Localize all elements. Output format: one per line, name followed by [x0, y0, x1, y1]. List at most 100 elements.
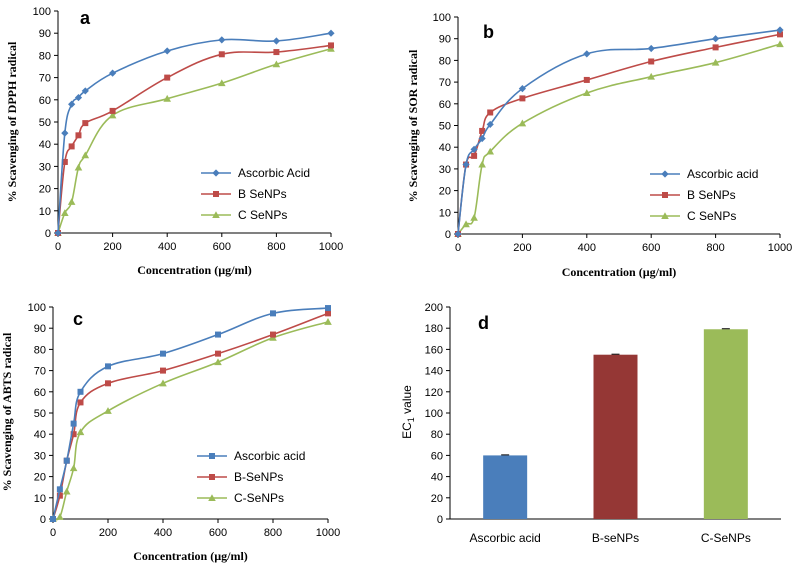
x-tick-label: C-SeNPs: [701, 531, 751, 545]
legend: Ascorbic Acid B SeNPs C SeNPs: [201, 166, 310, 222]
data-point: [777, 31, 783, 38]
data-point: [62, 487, 71, 495]
x-tick-label: 400: [154, 527, 172, 539]
y-tick-label: 30: [39, 161, 51, 173]
y-tick-label: 40: [439, 142, 451, 154]
data-point: [109, 69, 117, 77]
data-point: [77, 399, 84, 406]
y-tick-label: 20: [439, 186, 451, 198]
y-tick-label: 40: [39, 139, 51, 151]
x-tick-label: 1000: [768, 242, 792, 254]
series-ascorbic-acid: [50, 305, 331, 522]
series-ascorbic-acid: [54, 29, 335, 237]
data-point: [462, 220, 470, 228]
data-point: [711, 58, 720, 66]
data-point: [470, 213, 478, 221]
x-tick-label: 1000: [319, 241, 343, 253]
legend-label: Ascorbic acid: [234, 449, 305, 463]
series-line: [457, 29, 781, 235]
data-point: [583, 89, 591, 96]
data-point: [109, 107, 116, 114]
bar: [703, 329, 748, 519]
data-point: [215, 331, 221, 338]
chart-panel-d: 0 20 40 60 80 100 120 140 160 180 200 d EC1 value Asc…: [400, 302, 781, 545]
data-point: [519, 95, 526, 102]
data-point: [68, 100, 76, 108]
y-tick-label: 90: [34, 323, 46, 335]
data-point: [712, 44, 719, 51]
series-line: [457, 43, 781, 235]
legend-label: B SeNPs: [687, 188, 736, 202]
data-point: [214, 358, 222, 366]
x-tick-label: 400: [158, 241, 176, 253]
data-point: [518, 85, 526, 93]
y-axis-label: % Scavenging of DPPH radical: [5, 41, 19, 202]
data-point: [82, 120, 89, 127]
y-tick-label: 0: [45, 228, 51, 240]
data-point: [81, 87, 89, 95]
data-point: [479, 127, 486, 134]
legend-label: B-SeNPs: [234, 470, 283, 484]
data-point: [160, 350, 166, 357]
data-point: [470, 145, 478, 153]
y-tick-label: 80: [431, 429, 443, 441]
data-point: [105, 380, 111, 387]
x-tick-label: 200: [103, 241, 121, 253]
data-point: [61, 209, 69, 217]
x-tick-label: Ascorbic acid: [469, 531, 540, 545]
legend-label: C SeNPs: [238, 208, 287, 222]
data-point: [325, 305, 331, 312]
data-point: [471, 152, 478, 159]
panel-label: b: [483, 22, 494, 42]
y-tick-label: 40: [34, 429, 46, 441]
legend-label: C-SeNPs: [234, 491, 284, 505]
legend-label: C SeNPs: [687, 209, 736, 223]
data-point: [81, 151, 90, 159]
x-tick-label: B-seNPs: [592, 531, 639, 545]
x-tick-label: 600: [209, 527, 227, 539]
data-point: [108, 111, 117, 119]
series-b-senps: [50, 310, 331, 522]
x-tick-label: 800: [264, 527, 282, 539]
data-point: [647, 44, 655, 53]
y-tick-label: 60: [34, 387, 46, 399]
y-tick-label: 10: [34, 493, 46, 505]
y-tick-label: 10: [39, 206, 51, 218]
series-line: [457, 33, 781, 235]
y-tick-label: 100: [28, 302, 46, 314]
y-tick-label: 90: [39, 28, 51, 40]
x-axis-label: Concentration (µg/ml): [562, 265, 677, 279]
data-point: [215, 350, 221, 357]
y-tick-label: 100: [33, 6, 51, 18]
data-point: [75, 132, 82, 139]
series-line: [57, 44, 332, 234]
y-tick-label: 20: [431, 493, 443, 505]
x-tick-label: 600: [213, 241, 231, 253]
data-point: [270, 310, 276, 317]
series-b-senps: [55, 42, 334, 236]
data-point: [648, 58, 655, 65]
data-point: [776, 26, 784, 34]
legend-marker: [209, 474, 215, 480]
x-tick-label: 800: [267, 241, 285, 253]
panel-label: a: [80, 8, 91, 28]
y-tick-label: 80: [39, 50, 51, 62]
series-line: [57, 32, 332, 234]
y-tick-label: 60: [439, 99, 451, 111]
data-point: [478, 160, 486, 168]
y-tick-label: 140: [425, 366, 443, 378]
y-tick-label: 70: [39, 73, 51, 85]
data-point: [324, 318, 332, 325]
data-point: [454, 230, 462, 238]
series-line: [52, 321, 329, 521]
data-point: [325, 310, 331, 317]
y-tick-label: 50: [439, 121, 451, 133]
data-point: [163, 47, 171, 55]
data-point: [50, 516, 56, 522]
data-point: [105, 363, 111, 370]
data-point: [163, 94, 171, 102]
x-tick-label: 1000: [316, 527, 340, 539]
data-point: [583, 50, 591, 58]
data-point: [486, 147, 494, 155]
data-point: [74, 93, 83, 102]
